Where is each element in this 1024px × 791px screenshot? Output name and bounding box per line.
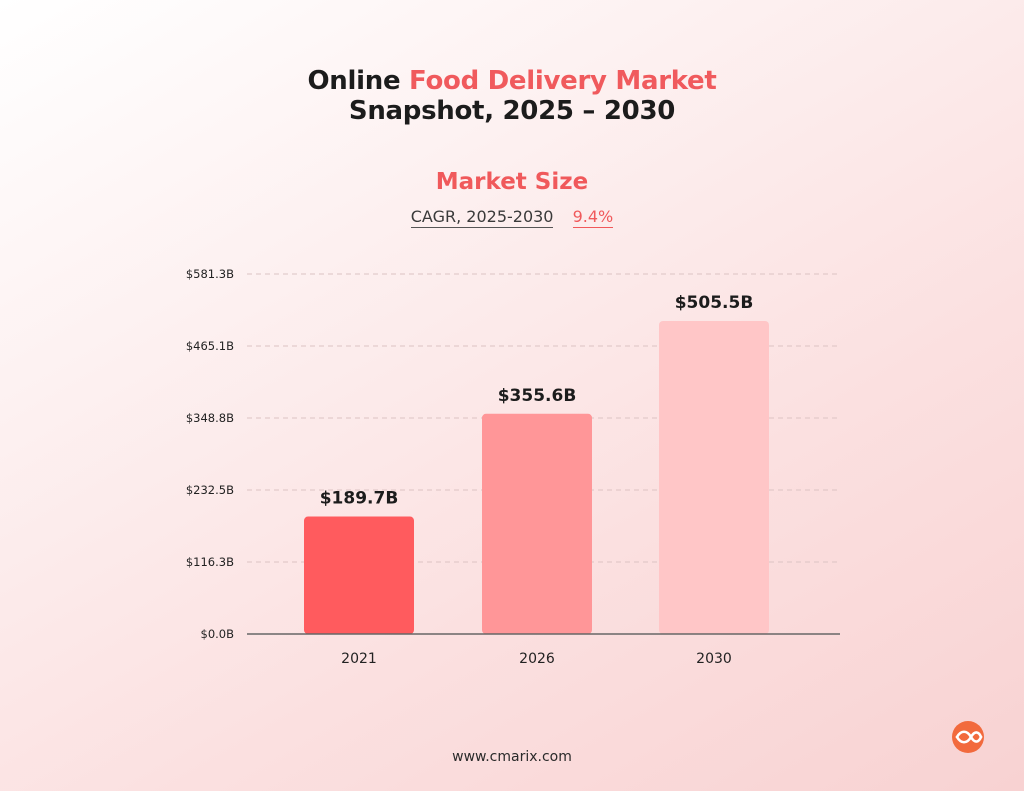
bar bbox=[659, 320, 769, 634]
chart-title-prefix: Online bbox=[307, 66, 410, 96]
bar bbox=[304, 516, 414, 634]
data-label: $355.6B bbox=[498, 386, 577, 406]
y-tick-label: $0.0B bbox=[201, 627, 235, 641]
x-tick-label: 2030 bbox=[696, 651, 732, 667]
cagr-value: 9.4% bbox=[572, 207, 614, 228]
bar bbox=[482, 413, 592, 634]
x-tick-label: 2021 bbox=[341, 651, 377, 667]
chart-title-accent: Food Delivery Market bbox=[409, 66, 717, 96]
data-label: $189.7B bbox=[320, 489, 399, 509]
y-tick-label: $116.3B bbox=[186, 555, 234, 569]
cagr-label: CAGR, 2025-2030 bbox=[410, 207, 554, 228]
bar-chart: $0.0B $116.3B $232.5B $348.8B $465.1B $581.3B… bbox=[186, 267, 840, 667]
cagr-row: CAGR, 2025-2030 9.4% bbox=[0, 207, 1024, 228]
chart-title-line1: Online Food Delivery Market bbox=[0, 66, 1024, 96]
data-label: $505.5B bbox=[675, 293, 754, 313]
y-tick-label: $581.3B bbox=[186, 267, 234, 281]
cmarix-logo-icon bbox=[952, 721, 984, 753]
footer-website: www.cmarix.com bbox=[452, 749, 572, 765]
y-tick-label: $348.8B bbox=[186, 411, 234, 425]
x-tick-label: 2026 bbox=[519, 651, 555, 667]
y-tick-label: $465.1B bbox=[186, 339, 234, 353]
y-tick-label: $232.5B bbox=[186, 483, 234, 497]
chart-subtitle: Market Size bbox=[435, 169, 589, 195]
chart-title-line2: Snapshot, 2025 – 2030 bbox=[348, 96, 676, 126]
